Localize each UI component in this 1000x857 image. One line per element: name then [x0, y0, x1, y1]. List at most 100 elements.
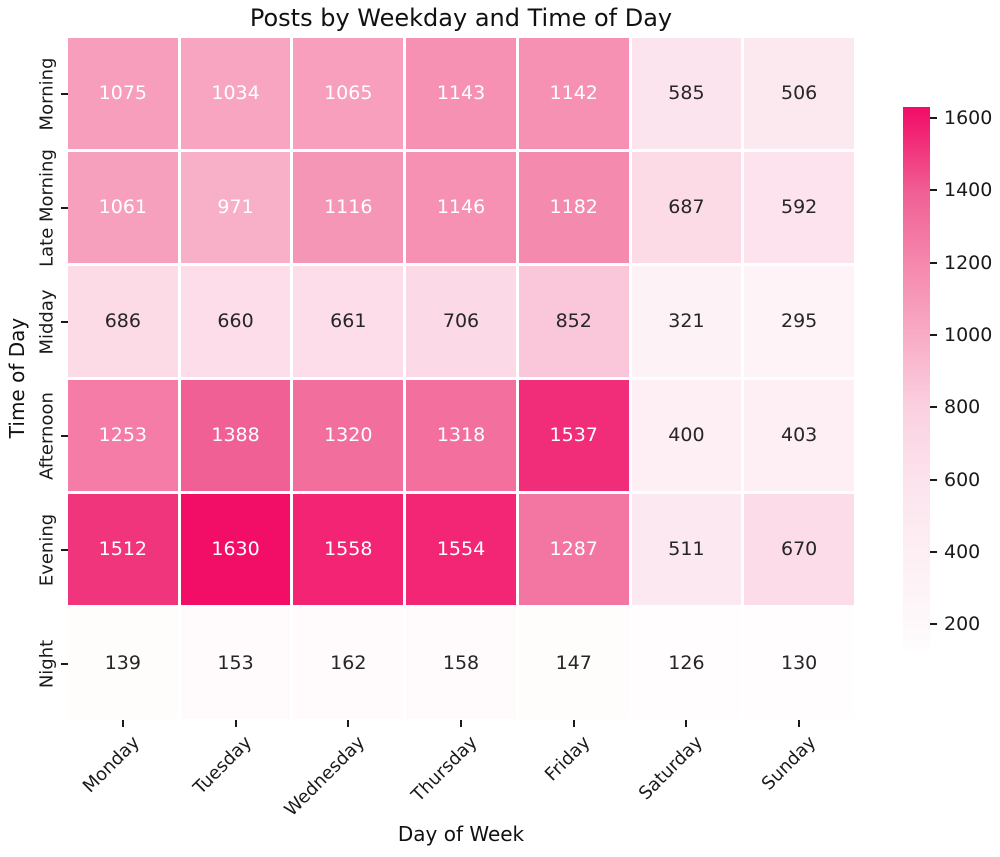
- heatmap-cell-value: 686: [104, 310, 141, 332]
- heatmap-cell: 592: [744, 152, 854, 263]
- heatmap-cell-value: 158: [442, 652, 480, 674]
- colorbar-tick-mark: [930, 116, 937, 119]
- heatmap-cell-value: 1318: [436, 424, 486, 446]
- y-tick-label: Evening: [36, 513, 58, 586]
- heatmap-cell: 1182: [518, 152, 629, 263]
- heatmap-cell: 1537: [518, 380, 629, 491]
- heatmap-cell: 506: [744, 38, 854, 149]
- heatmap-cell: 147: [518, 608, 629, 719]
- heatmap-cell: 1388: [180, 380, 291, 491]
- heatmap-cell: 1630: [180, 494, 291, 605]
- x-tick-mark: [798, 720, 801, 727]
- colorbar-tick-mark: [930, 623, 937, 626]
- y-tick-label: Midday: [36, 288, 58, 355]
- colorbar-tick-mark: [930, 406, 937, 409]
- y-tick-label: Afternoon: [36, 391, 58, 480]
- y-tick-mark: [61, 206, 68, 209]
- heatmap-cell: 971: [180, 152, 291, 263]
- heatmap-cell: 1075: [68, 38, 178, 149]
- heatmap-cell-value: 1061: [98, 196, 148, 218]
- heatmap-cell-value: 670: [781, 538, 818, 560]
- heatmap-cell: 162: [293, 608, 404, 719]
- x-tick-label: Monday: [78, 732, 144, 798]
- heatmap-cell-value: 1142: [549, 82, 598, 104]
- heatmap-cell-value: 1512: [98, 538, 148, 560]
- heatmap-cell: 126: [631, 608, 742, 719]
- heatmap-cell-value: 162: [330, 652, 367, 674]
- x-tick-label: Thursday: [407, 732, 482, 807]
- heatmap-cell-value: 403: [781, 424, 818, 446]
- y-axis-title: Time of Day: [5, 317, 29, 439]
- y-tick-label: Late Morning: [36, 148, 58, 267]
- heatmap-cell: 1143: [406, 38, 516, 149]
- heatmap-cell: 1061: [68, 152, 178, 263]
- colorbar-tick-label: 200: [944, 613, 981, 636]
- heatmap-cell-value: 687: [668, 196, 705, 218]
- heatmap-cell: 1065: [293, 38, 404, 149]
- heatmap-cell-value: 139: [104, 652, 141, 674]
- heatmap-cell: 1554: [406, 494, 516, 605]
- heatmap-cell-value: 1146: [436, 196, 486, 218]
- heatmap-cell-value: 852: [555, 310, 592, 332]
- heatmap-cell: 1253: [68, 380, 178, 491]
- y-tick-mark: [61, 434, 68, 437]
- colorbar-tick-label: 800: [944, 396, 981, 419]
- heatmap-cell: 660: [180, 266, 291, 377]
- heatmap-cell-value: 130: [781, 652, 818, 674]
- heatmap-cell-value: 706: [442, 310, 480, 332]
- heatmap-cell: 295: [744, 266, 854, 377]
- x-tick-mark: [121, 720, 124, 727]
- heatmap-cell: 1287: [518, 494, 629, 605]
- heatmap-cell: 1320: [293, 380, 404, 491]
- heatmap-cell-value: 585: [668, 82, 705, 104]
- heatmap-cell-value: 1287: [549, 538, 598, 560]
- heatmap-cell: 153: [180, 608, 291, 719]
- heatmap-cell-value: 1143: [436, 82, 486, 104]
- heatmap-cell-value: 661: [330, 310, 367, 332]
- y-tick-label: Morning: [36, 57, 58, 130]
- heatmap-cell-value: 511: [668, 538, 705, 560]
- heatmap-cell-value: 153: [217, 652, 254, 674]
- heatmap-cell: 687: [631, 152, 742, 263]
- heatmap-cell: 403: [744, 380, 854, 491]
- heatmap-cell: 158: [406, 608, 516, 719]
- heatmap-cell-value: 1075: [98, 82, 148, 104]
- heatmap-cell-value: 971: [217, 196, 254, 218]
- heatmap-cell-value: 660: [217, 310, 254, 332]
- heatmap-cell-value: 1558: [324, 538, 373, 560]
- heatmap-cell-value: 1388: [211, 424, 260, 446]
- heatmap-cell: 400: [631, 380, 742, 491]
- heatmap-cell-value: 1182: [549, 196, 598, 218]
- colorbar-tick-mark: [930, 261, 937, 264]
- x-tick-label: Tuesday: [189, 732, 257, 799]
- heatmap-cell-value: 1034: [211, 82, 260, 104]
- heatmap-cell: 139: [68, 608, 178, 719]
- heatmap-cell: 1318: [406, 380, 516, 491]
- y-tick-mark: [61, 320, 68, 323]
- heatmap-cell-value: 147: [555, 652, 592, 674]
- heatmap-cell: 1034: [180, 38, 291, 149]
- y-tick-label: Night: [36, 639, 58, 688]
- x-tick-mark: [685, 720, 688, 727]
- colorbar-tick-mark: [930, 333, 937, 336]
- heatmap-cell: 511: [631, 494, 742, 605]
- x-tick-label: Saturday: [635, 732, 708, 805]
- heatmap: 1075 1034 1065 1143 1142 585 506 1061 971 1116 114…: [68, 38, 854, 719]
- x-tick-mark: [572, 720, 575, 727]
- heatmap-cell: 321: [631, 266, 742, 377]
- x-tick-label: Wednesday: [280, 732, 370, 821]
- colorbar-tick-label: 1000: [944, 323, 993, 346]
- x-tick-mark: [234, 720, 237, 727]
- y-tick-mark: [61, 548, 68, 551]
- heatmap-cell: 585: [631, 38, 742, 149]
- heatmap-cell-value: 1320: [324, 424, 373, 446]
- x-tick-mark: [460, 720, 462, 727]
- heatmap-cell: 686: [68, 266, 178, 377]
- heatmap-cell-value: 506: [781, 82, 818, 104]
- heatmap-cell: 670: [744, 494, 854, 605]
- x-axis-title: Day of Week: [397, 822, 525, 846]
- y-tick-mark: [61, 662, 68, 665]
- heatmap-cell: 1142: [518, 38, 629, 149]
- y-tick-mark: [61, 92, 68, 95]
